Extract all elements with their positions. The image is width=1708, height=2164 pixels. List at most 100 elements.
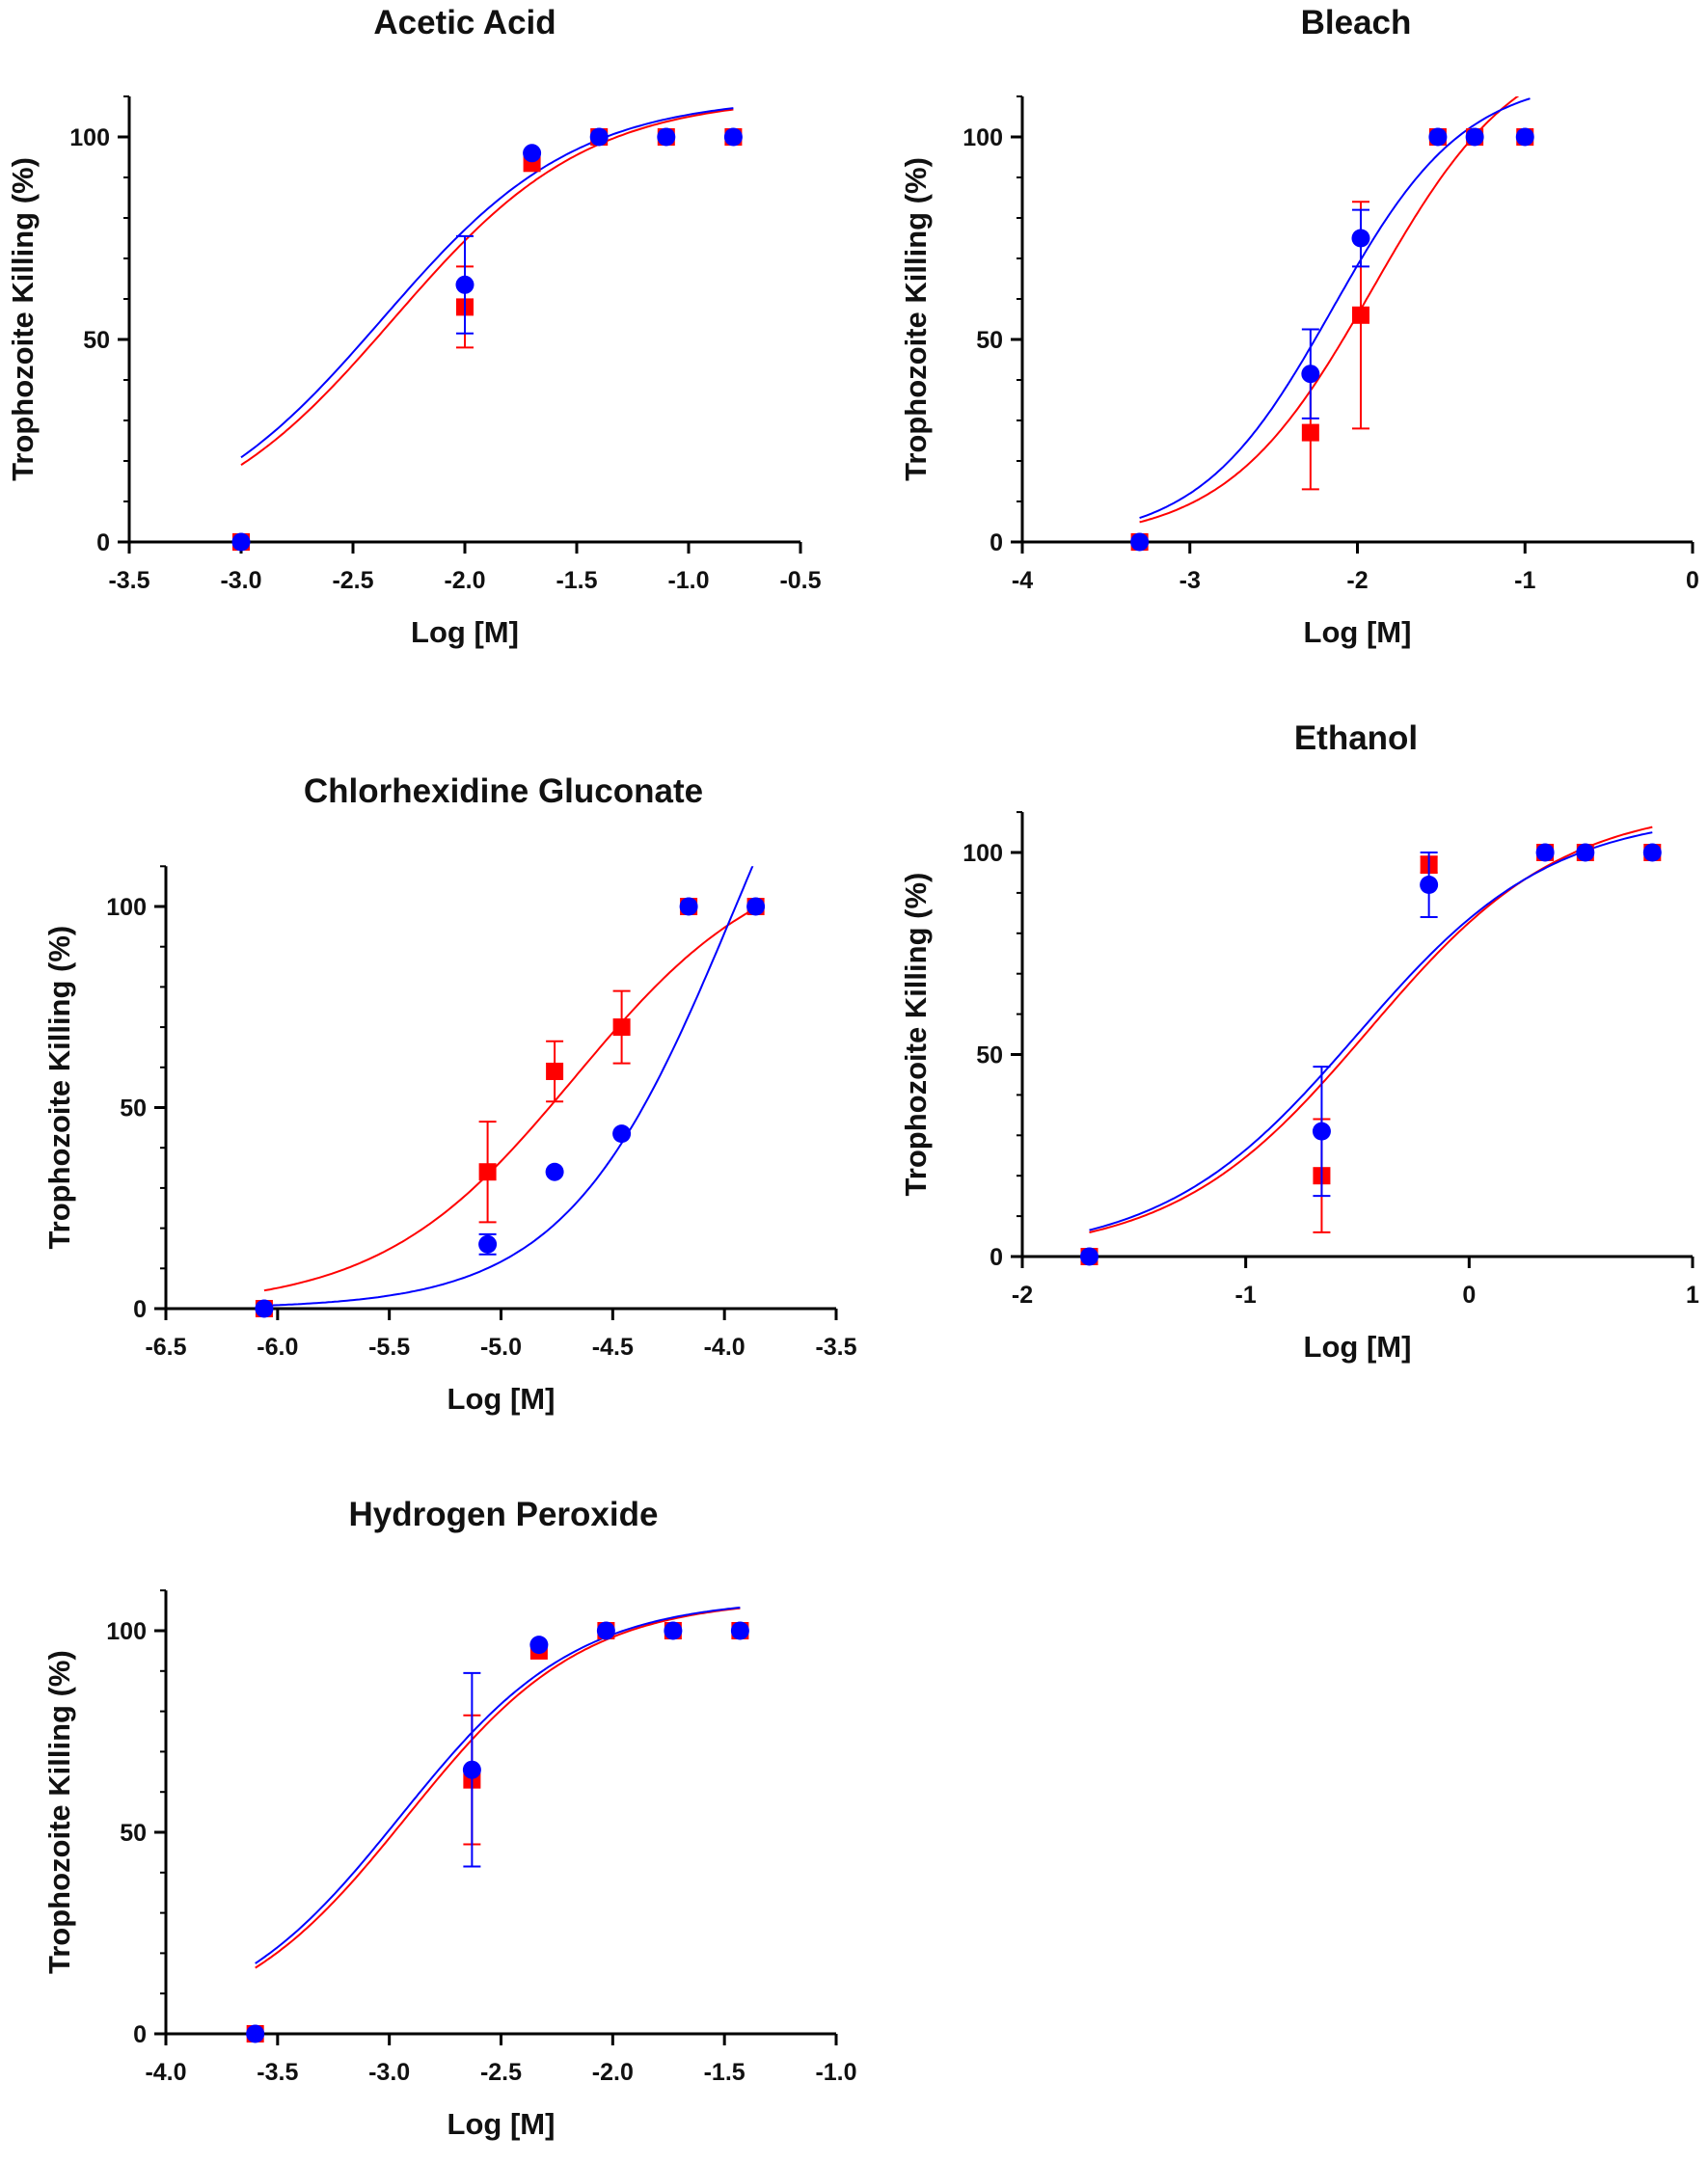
chart-title: Ethanol xyxy=(1294,719,1418,757)
x-tick-label: -4.0 xyxy=(704,1334,746,1361)
x-tick-label: -1.0 xyxy=(667,567,709,594)
y-tick-label: 0 xyxy=(133,2021,147,2048)
data-point-blue xyxy=(746,897,766,916)
x-axis-label: Log [M] xyxy=(447,2107,556,2141)
x-tick-label: 0 xyxy=(1686,567,1699,594)
data-point-blue xyxy=(1576,843,1595,862)
x-tick-label: -0.5 xyxy=(779,567,821,594)
y-tick-label: 100 xyxy=(962,840,1003,867)
x-axis-label: Log [M] xyxy=(1304,1330,1412,1364)
y-tick-label: 0 xyxy=(133,1296,147,1323)
data-point-blue xyxy=(589,127,609,147)
x-axis-label: Log [M] xyxy=(1304,615,1412,649)
chart-panel-1: Acetic Acid 0 50 100 -3.5 -3.0 -2.5 -2.0 -1.5 -1.… xyxy=(6,4,822,649)
fit-curve-blue xyxy=(1089,831,1653,1231)
y-tick-label: 50 xyxy=(83,327,110,354)
y-tick-label: 0 xyxy=(96,529,110,556)
x-axis-label: Log [M] xyxy=(447,1382,556,1416)
y-axis-label: Trophozoite Killing (%) xyxy=(6,157,40,481)
x-tick-label: -3.0 xyxy=(368,2059,410,2086)
x-tick-label: -3.0 xyxy=(220,567,261,594)
x-tick-label: -2 xyxy=(1012,1282,1033,1309)
x-tick-label: -5.5 xyxy=(368,1334,410,1361)
data-point-blue xyxy=(1312,1122,1331,1141)
x-tick-label: -1.5 xyxy=(556,567,597,594)
data-point-blue xyxy=(1465,127,1484,147)
data-point-blue xyxy=(523,144,542,163)
y-tick-label: 50 xyxy=(976,327,1003,354)
fit-curve-blue xyxy=(263,866,754,1307)
data-point-blue xyxy=(596,1621,615,1640)
x-tick-label: -2.0 xyxy=(444,567,485,594)
data-point-red xyxy=(478,1163,497,1181)
y-axis-label: Trophozoite Killing (%) xyxy=(899,873,933,1197)
data-point-blue xyxy=(679,897,698,916)
x-tick-label: -4.5 xyxy=(592,1334,634,1361)
fit-curve-red xyxy=(1139,96,1520,524)
data-point-blue xyxy=(1130,532,1150,552)
data-point-blue xyxy=(612,1124,632,1144)
data-point-blue xyxy=(462,1760,481,1779)
chart-title: Bleach xyxy=(1301,4,1412,41)
x-tick-label: -1 xyxy=(1235,1282,1257,1309)
data-point-blue xyxy=(1642,843,1662,862)
data-point-blue xyxy=(246,2024,265,2043)
x-tick-label: -1.0 xyxy=(815,2059,856,2086)
x-tick-label: 0 xyxy=(1462,1282,1476,1309)
data-point-blue xyxy=(1351,229,1370,248)
x-tick-label: 1 xyxy=(1686,1282,1699,1309)
data-point-blue xyxy=(255,1299,274,1318)
data-point-red xyxy=(546,1062,564,1080)
data-point-blue xyxy=(529,1636,549,1655)
fit-curve-red xyxy=(240,108,734,467)
data-point-blue xyxy=(664,1621,683,1640)
data-point-blue xyxy=(1420,876,1439,895)
x-tick-label: -2.0 xyxy=(592,2059,634,2086)
x-tick-label: -2.5 xyxy=(480,2059,522,2086)
data-point-blue xyxy=(1515,127,1534,147)
y-tick-label: 50 xyxy=(976,1042,1003,1069)
y-tick-label: 0 xyxy=(990,1244,1003,1271)
x-tick-label: -3.5 xyxy=(257,2059,298,2086)
data-point-blue xyxy=(231,532,251,552)
data-point-blue xyxy=(1535,843,1555,862)
fit-curve-blue xyxy=(1139,97,1531,520)
x-tick-label: -6.0 xyxy=(257,1334,298,1361)
fit-curve-blue xyxy=(240,107,734,459)
chart-panel-4: Ethanol 0 50 100 -2 -1 0 1 Log [M] Trophozoite Ki… xyxy=(899,719,1699,1364)
data-point-red xyxy=(1351,306,1369,324)
data-point-blue xyxy=(545,1162,564,1181)
data-point-blue xyxy=(1301,365,1320,384)
y-axis-label: Trophozoite Killing (%) xyxy=(42,926,76,1250)
y-axis-label: Trophozoite Killing (%) xyxy=(899,157,933,481)
fit-curve-blue xyxy=(255,1607,741,1964)
y-tick-label: 100 xyxy=(962,124,1003,151)
x-tick-label: -3.5 xyxy=(815,1334,856,1361)
fit-curve-red xyxy=(1089,825,1653,1233)
x-tick-label: -1.5 xyxy=(704,2059,746,2086)
fit-curve-red xyxy=(263,906,757,1292)
chart-panel-5: Hydrogen Peroxide 0 50 100 -4.0 -3.5 -3.0 -2.5 -… xyxy=(42,1496,857,2141)
chart-panel-3: Chlorhexidine Gluconate 0 50 100 -6.5 -6.0 -5.… xyxy=(42,772,857,1416)
x-tick-label: -5.0 xyxy=(480,1334,522,1361)
x-tick-label: -6.5 xyxy=(145,1334,186,1361)
y-tick-label: 0 xyxy=(990,529,1003,556)
y-tick-label: 100 xyxy=(106,1618,147,1645)
data-point-blue xyxy=(657,127,676,147)
data-point-blue xyxy=(730,1621,749,1640)
data-point-blue xyxy=(455,275,474,294)
x-tick-label: -2.5 xyxy=(332,567,373,594)
fit-curve-red xyxy=(255,1607,741,1969)
y-axis-label: Trophozoite Killing (%) xyxy=(42,1650,76,1974)
x-axis-label: Log [M] xyxy=(411,615,519,649)
x-tick-label: -2 xyxy=(1346,567,1368,594)
y-tick-label: 50 xyxy=(120,1096,147,1123)
data-point-blue xyxy=(1428,127,1448,147)
y-tick-label: 100 xyxy=(106,894,147,921)
y-tick-label: 50 xyxy=(120,1820,147,1847)
data-point-blue xyxy=(478,1234,498,1254)
chart-panel-2: Bleach 0 50 100 -4 -3 -2 -1 0 Log [M] Trophozoite … xyxy=(899,4,1699,649)
x-tick-label: -3 xyxy=(1179,567,1201,594)
data-point-blue xyxy=(723,127,743,147)
data-point-red xyxy=(1301,423,1319,442)
